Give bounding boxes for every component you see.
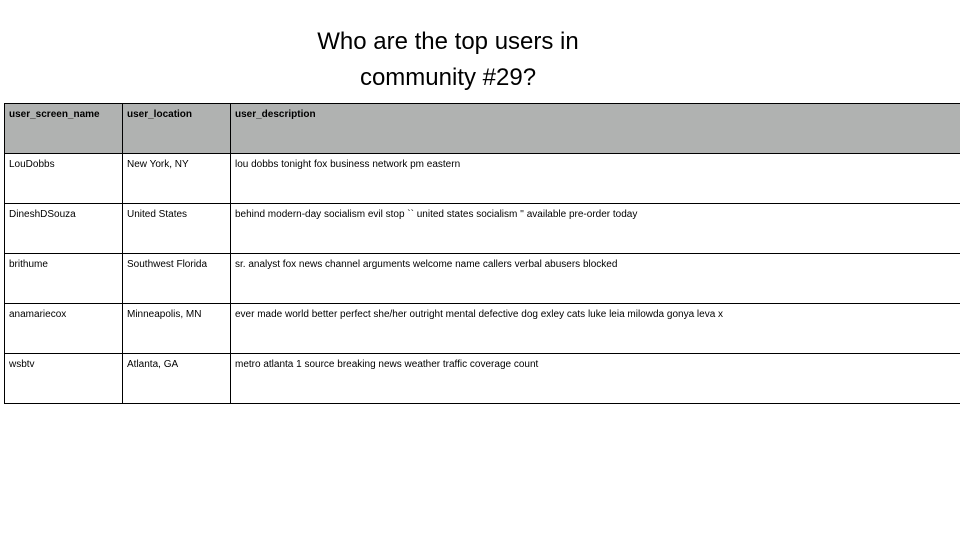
cell-user-screen-name: wsbtv [4, 353, 123, 404]
table-row: LouDobbs New York, NY lou dobbs tonight … [4, 153, 960, 204]
cell-user-description: ever made world better perfect she/her o… [230, 303, 960, 354]
cell-user-description: behind modern-day socialism evil stop ``… [230, 203, 960, 254]
cell-user-description: sr. analyst fox news channel arguments w… [230, 253, 960, 304]
cell-user-location: New York, NY [122, 153, 231, 204]
cell-user-location: United States [122, 203, 231, 254]
column-header-user-description: user_description [230, 103, 960, 154]
cell-user-description: lou dobbs tonight fox business network p… [230, 153, 960, 204]
cell-user-screen-name: anamariecox [4, 303, 123, 354]
column-header-user-location: user_location [122, 103, 231, 154]
table-row: brithume Southwest Florida sr. analyst f… [4, 253, 960, 304]
slide-title-line-1: Who are the top users in [317, 28, 579, 55]
slide-title: Who are the top users in community #29? [248, 24, 648, 96]
table-row: DineshDSouza United States behind modern… [4, 203, 960, 254]
users-table: user_screen_name user_location user_desc… [4, 103, 960, 404]
cell-user-location: Minneapolis, MN [122, 303, 231, 354]
column-header-user-screen-name: user_screen_name [4, 103, 123, 154]
table-row: anamariecox Minneapolis, MN ever made wo… [4, 303, 960, 354]
table-row: wsbtv Atlanta, GA metro atlanta 1 source… [4, 353, 960, 404]
table-header-row: user_screen_name user_location user_desc… [4, 103, 960, 154]
slide-title-line-2: community #29? [359, 64, 537, 91]
cell-user-description: metro atlanta 1 source breaking news wea… [230, 353, 960, 404]
cell-user-screen-name: brithume [4, 253, 123, 304]
cell-user-screen-name: LouDobbs [4, 153, 123, 204]
cell-user-location: Southwest Florida [122, 253, 231, 304]
cell-user-screen-name: DineshDSouza [4, 203, 123, 254]
cell-user-location: Atlanta, GA [122, 353, 231, 404]
